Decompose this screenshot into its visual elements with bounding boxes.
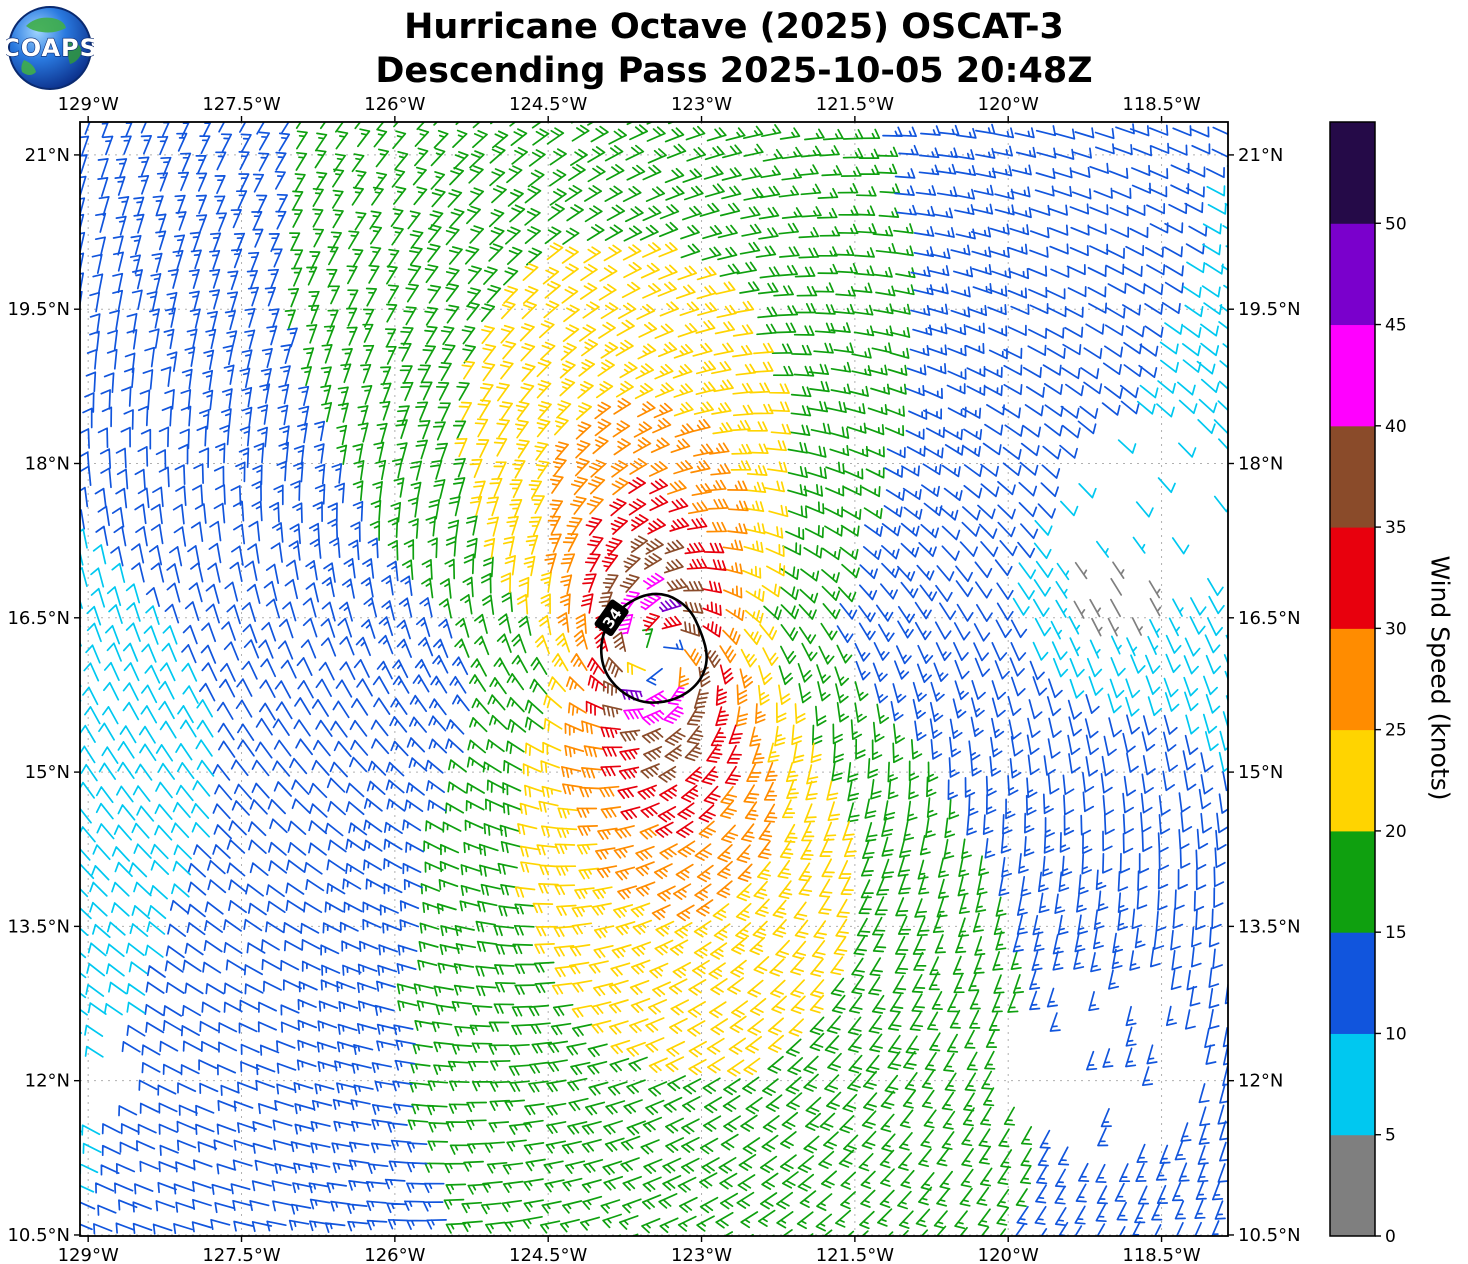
lon-tick-label-bottom: 118.5°W — [1122, 1245, 1201, 1264]
colorbar-band — [1330, 932, 1375, 1034]
lat-tick-label-left: 21°N — [25, 145, 70, 166]
colorbar-frame — [1329, 121, 1376, 1237]
colorbar-tick-label: 15 — [1385, 923, 1407, 943]
colorbar-tick-label: 5 — [1385, 1126, 1396, 1146]
wind-barbs — [80, 122, 1228, 1236]
lon-tick-label-top: 123°W — [671, 94, 732, 115]
continent-shape — [67, 38, 82, 64]
wind-barbs — [284, 122, 1033, 1236]
lat-tick-label-right: 18°N — [1238, 454, 1283, 475]
lon-tick-label-bottom: 127.5°W — [202, 1245, 281, 1264]
colorbar-tick-label: 35 — [1385, 518, 1407, 538]
lat-tick-label-right: 12°N — [1238, 1071, 1283, 1092]
colorbar-band — [1330, 527, 1375, 629]
colorbar: 0 5 10 15 20 25 30 35 40 45 50 — [1329, 121, 1407, 1247]
coaps-logo-text: COAPS — [6, 34, 94, 62]
continent-shape — [21, 60, 36, 75]
wind-barb-layer — [80, 122, 1228, 1236]
colorbar-tick-label: 40 — [1385, 417, 1407, 437]
lon-tick-label-bottom: 121.5°W — [816, 1245, 895, 1264]
lon-tick-label-bottom: 120°W — [978, 1245, 1039, 1264]
colorbar-band — [1330, 324, 1375, 427]
lon-tick-label-top: 126°W — [364, 94, 425, 115]
lat-tick-label-right: 21°N — [1238, 145, 1283, 166]
continent-shape — [26, 17, 66, 33]
lat-tick-label-right: 10.5°N — [1238, 1225, 1301, 1246]
colorbar-tick-label: 0 — [1385, 1227, 1396, 1247]
colorbar-band — [1330, 830, 1375, 933]
title-line-1: Hurricane Octave (2025) OSCAT-3 — [404, 7, 1064, 47]
lon-tick-label-top: 127.5°W — [202, 94, 281, 115]
colorbar-tick-label: 45 — [1385, 316, 1407, 336]
wind-barbs — [580, 477, 743, 839]
lat-tick-label-right: 19.5°N — [1238, 299, 1301, 320]
lon-tick-label-top: 129°W — [58, 94, 119, 115]
axis-tick-labels: 129°W 129°W 127.5°W 127.5°W 126°W 126°W 124.5°… — [7, 94, 1300, 1264]
lon-tick-label-bottom: 123°W — [671, 1245, 732, 1264]
colorbar-band — [1330, 223, 1375, 326]
colorbar-tick-label: 50 — [1385, 214, 1407, 234]
wind-barbs — [544, 397, 778, 922]
lat-tick-label-left: 15°N — [25, 762, 70, 783]
lat-tick-label-left: 12°N — [25, 1071, 70, 1092]
lon-tick-label-bottom: 124.5°W — [509, 1245, 588, 1264]
contour-34kt: 34 — [594, 592, 708, 704]
lon-tick-label-bottom: 129°W — [58, 1245, 119, 1264]
lon-tick-label-top: 120°W — [978, 94, 1039, 115]
colorbar-band — [1330, 628, 1375, 731]
lon-tick-label-top: 124.5°W — [509, 94, 588, 115]
plot-frame — [79, 121, 1229, 1237]
lat-tick-label-left: 13.5°N — [7, 916, 70, 937]
colorbar-band — [1330, 1033, 1375, 1136]
colorbar-tick-label: 25 — [1385, 721, 1407, 741]
lon-tick-label-bottom: 126°W — [364, 1245, 425, 1264]
wind-barbs — [1073, 561, 1162, 637]
axis-ticks — [74, 116, 1234, 1242]
lat-tick-label-right: 16.5°N — [1238, 608, 1301, 629]
title-line-2: Descending Pass 2025-10-05 20:48Z — [375, 50, 1093, 91]
colorbar-band — [1330, 425, 1375, 528]
lat-tick-label-right: 15°N — [1238, 762, 1283, 783]
lat-tick-label-right: 13.5°N — [1238, 916, 1301, 937]
coaps-logo: COAPS — [1, 4, 98, 96]
lat-tick-label-left: 18°N — [25, 454, 70, 475]
wind-barbs — [598, 535, 721, 783]
lat-tick-label-left: 19.5°N — [7, 299, 70, 320]
colorbar-tick-label: 10 — [1385, 1024, 1407, 1044]
colorbar-band — [1330, 1134, 1375, 1237]
wind-barbs — [454, 242, 857, 1077]
colorbar-tick-label: 30 — [1385, 619, 1407, 639]
colorbar-band — [1330, 729, 1375, 832]
colorbar-axis-label: Wind Speed (knots) — [1425, 555, 1455, 801]
wind-barbs — [80, 165, 1228, 1193]
colorbar-band — [1330, 122, 1375, 224]
figure-title: Hurricane Octave (2025) OSCAT-3 Descendi… — [0, 6, 1468, 94]
lat-tick-label-left: 10.5°N — [7, 1225, 70, 1246]
colorbar-tick-label: 20 — [1385, 822, 1407, 842]
globe-icon: COAPS — [1, 6, 98, 90]
lon-tick-label-top: 118.5°W — [1122, 94, 1201, 115]
lon-tick-label-top: 121.5°W — [816, 94, 895, 115]
lat-tick-label-left: 16.5°N — [7, 608, 70, 629]
